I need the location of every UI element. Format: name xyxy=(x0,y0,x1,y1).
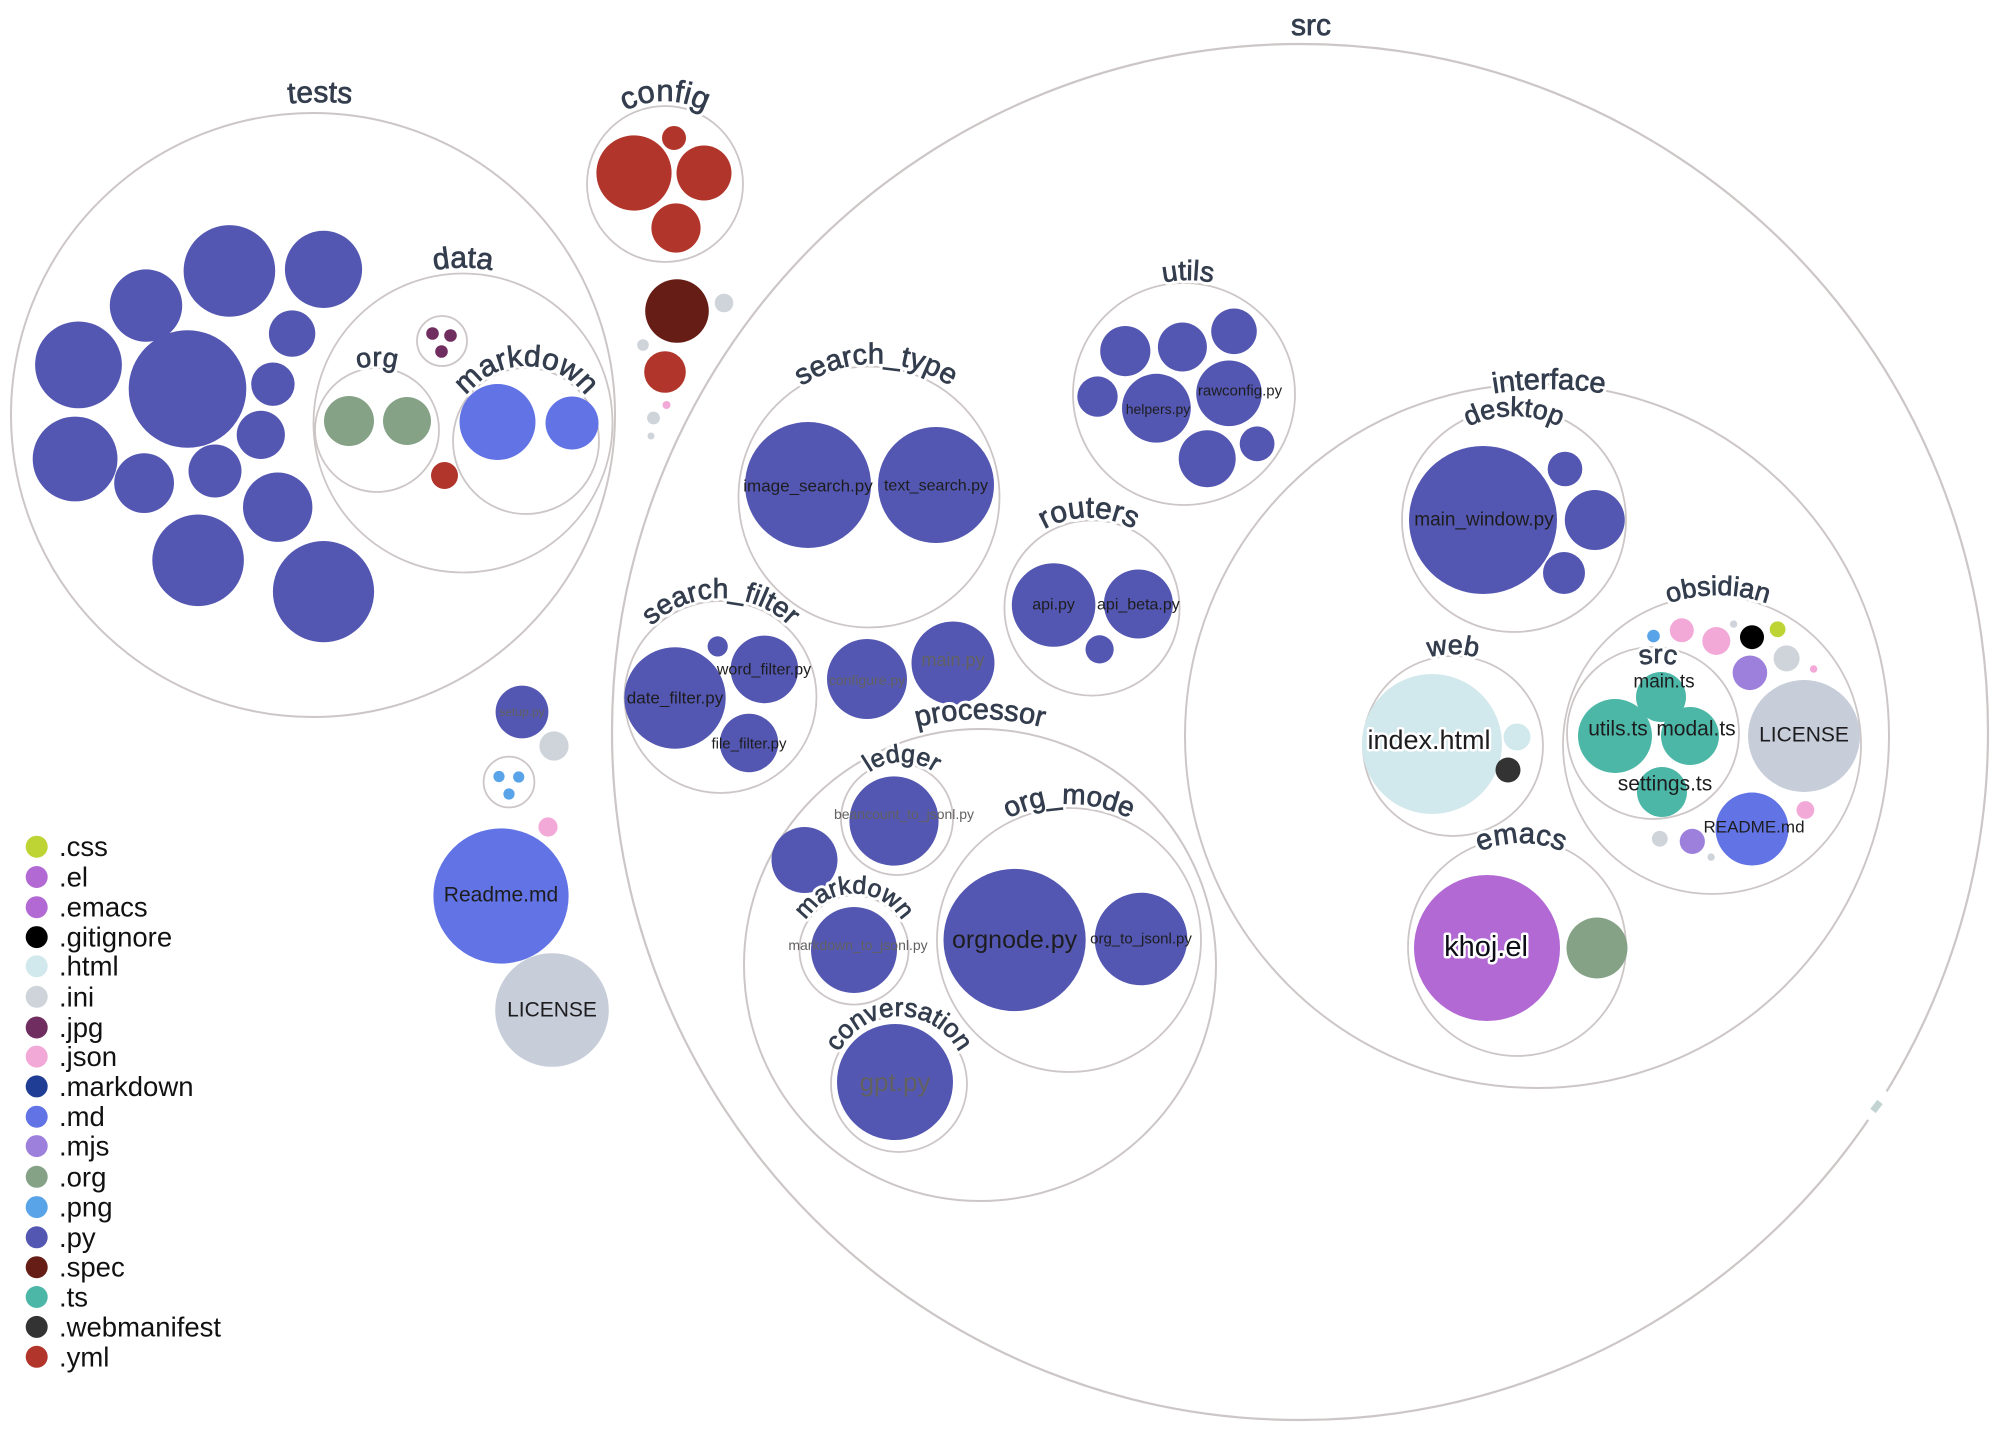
svg-text:date_filter.py: date_filter.py xyxy=(627,689,724,708)
svg-text:src: src xyxy=(1636,639,1679,671)
svg-text:.md: .md xyxy=(59,1101,105,1132)
svg-text:index.html: index.html xyxy=(1367,725,1490,755)
svg-text:.org: .org xyxy=(59,1161,106,1192)
svg-text:setup.py: setup.py xyxy=(499,705,544,719)
svg-text:.mjs: .mjs xyxy=(59,1131,109,1162)
svg-text:.markdown: .markdown xyxy=(59,1071,194,1102)
svg-text:tests: tests xyxy=(286,76,354,111)
svg-text:.yml: .yml xyxy=(59,1341,109,1372)
svg-text:text_search.py: text_search.py xyxy=(884,478,988,495)
svg-text:.css: .css xyxy=(59,831,108,862)
svg-text:.gitignore: .gitignore xyxy=(59,922,172,953)
svg-text:.py: .py xyxy=(59,1222,96,1253)
svg-text:.jpg: .jpg xyxy=(59,1012,103,1043)
svg-text:web: web xyxy=(1424,630,1482,663)
svg-text:file_filter.py: file_filter.py xyxy=(711,736,787,753)
svg-text:khoj.el: khoj.el xyxy=(1444,931,1528,963)
svg-text:org: org xyxy=(353,342,401,374)
svg-text:.emacs: .emacs xyxy=(59,892,148,923)
svg-text:rawconfig.py: rawconfig.py xyxy=(1198,383,1283,400)
svg-text:beancount_to_jsonl.py: beancount_to_jsonl.py xyxy=(834,806,974,822)
svg-text:.webmanifest: .webmanifest xyxy=(59,1311,221,1342)
svg-text:Readme.md: Readme.md xyxy=(444,884,558,907)
svg-text:.ini: .ini xyxy=(59,981,94,1012)
svg-text:src: src xyxy=(1291,9,1332,42)
svg-text:markdown_to_jsonl.py: markdown_to_jsonl.py xyxy=(788,937,927,953)
svg-text:orgnode.py: orgnode.py xyxy=(952,926,1078,954)
svg-text:main_window.py: main_window.py xyxy=(1414,510,1554,531)
svg-text:gpt.py: gpt.py xyxy=(860,1067,931,1097)
svg-text:word_filter.py: word_filter.py xyxy=(716,662,811,679)
svg-text:helpers.py: helpers.py xyxy=(1126,401,1191,417)
svg-text:.html: .html xyxy=(59,951,119,982)
svg-text:utils: utils xyxy=(1160,255,1217,288)
svg-text:.png: .png xyxy=(59,1192,113,1223)
svg-text:web: web xyxy=(1424,630,1482,663)
svg-text:settings.ts: settings.ts xyxy=(1618,773,1713,796)
svg-text:org_to_jsonl.py: org_to_jsonl.py xyxy=(1090,931,1192,948)
svg-text:utils.ts: utils.ts xyxy=(1588,718,1648,741)
svg-text:api.py: api.py xyxy=(1032,597,1075,614)
svg-text:LICENSE: LICENSE xyxy=(507,999,597,1022)
svg-text:main.py: main.py xyxy=(921,650,984,670)
svg-text:src: src xyxy=(1636,639,1679,671)
svg-text:modal.ts: modal.ts xyxy=(1656,718,1735,741)
svg-text:README.md: README.md xyxy=(1703,818,1804,837)
svg-text:.el: .el xyxy=(59,862,88,893)
svg-text:api_beta.py: api_beta.py xyxy=(1097,597,1180,614)
svg-text:configure.py: configure.py xyxy=(829,672,905,688)
svg-text:interface: interface xyxy=(1490,364,1608,400)
svg-text:.spec: .spec xyxy=(59,1252,125,1283)
svg-text:src: src xyxy=(1291,9,1332,42)
svg-text:.json: .json xyxy=(59,1041,117,1072)
svg-text:image_search.py: image_search.py xyxy=(743,477,873,496)
svg-text:data: data xyxy=(431,241,496,277)
svg-text:utils: utils xyxy=(1160,255,1217,288)
svg-text:LICENSE: LICENSE xyxy=(1759,724,1849,747)
svg-text:.ts: .ts xyxy=(59,1282,88,1313)
svg-text:data: data xyxy=(431,241,496,277)
svg-text:main.ts: main.ts xyxy=(1633,672,1694,693)
svg-text:org: org xyxy=(353,342,401,374)
